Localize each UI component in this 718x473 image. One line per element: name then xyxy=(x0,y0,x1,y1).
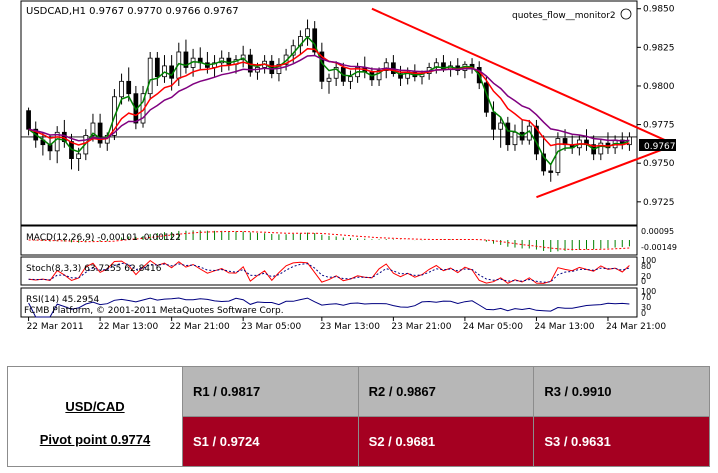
time-tick-label: 24 Mar 21:00 xyxy=(606,322,666,332)
time-tick-label: 22 Mar 2011 xyxy=(27,322,84,332)
pair-name: USD/CAD xyxy=(65,398,125,414)
copyright-icon xyxy=(620,8,632,20)
candle-body xyxy=(491,111,496,130)
stoch-pane xyxy=(20,256,638,286)
macd-signal-line xyxy=(28,231,630,250)
candle-body xyxy=(26,110,31,130)
time-tick-label: 23 Mar 05:00 xyxy=(241,322,301,332)
stoch-label: Stoch(8,3,3) 63.7255 62.8416 xyxy=(26,264,162,274)
r2-cell: R2 / 0.9867 xyxy=(357,366,535,417)
time-tick-label: 24 Mar 13:00 xyxy=(534,322,594,332)
indicator-name: quotes_flow__monitor2 xyxy=(512,11,616,21)
triangle-line xyxy=(536,143,676,199)
price-tick-label: 0.9725 xyxy=(643,198,675,208)
pivot-point: Pivot point 0.9774 xyxy=(39,431,151,447)
candle-body xyxy=(376,70,382,81)
candle-body xyxy=(541,153,546,172)
time-tick-label: 22 Mar 13:00 xyxy=(98,322,158,332)
time-tick-label: 23 Mar 21:00 xyxy=(391,322,451,332)
stoch-tick-label: 0 xyxy=(641,277,646,286)
price-chart: 0.9850 0.9825 0.9800 0.9775 0.9750 0.9725 22 M… xyxy=(20,0,677,332)
rsi-tick-label: 30 xyxy=(641,303,651,312)
candle-body xyxy=(126,80,132,95)
chart-canvas: 0.9850 0.9825 0.9800 0.9775 0.9750 0.9725 22 M… xyxy=(20,0,677,332)
macd-tick-label: -0.00149 xyxy=(641,243,677,252)
axes: 0.9850 0.9825 0.9800 0.9775 0.9750 0.9725 22 M… xyxy=(27,5,677,332)
candle-body xyxy=(326,77,332,82)
time-tick-label: 22 Mar 21:00 xyxy=(170,322,230,332)
candle-body xyxy=(398,73,403,79)
price-tick-label: 0.9750 xyxy=(643,159,675,169)
indicator-series xyxy=(28,230,630,318)
current-price-box xyxy=(639,139,676,151)
rsi-tick-label: 0 xyxy=(641,309,646,318)
support-row: S1 / 0.9724 S2 / 0.9681 S3 / 0.9631 xyxy=(8,416,710,467)
rsi-pane xyxy=(20,287,638,318)
triangle-lines xyxy=(371,7,676,199)
rsi-tick-label: 100 xyxy=(641,287,656,296)
s3-cell: S3 / 0.9631 xyxy=(533,416,710,467)
candle-body xyxy=(90,122,96,136)
r3-cell: R3 / 0.9910 xyxy=(533,366,710,417)
macd-pane xyxy=(20,225,638,256)
stoch-signal-line xyxy=(28,262,630,283)
price-tick-label: 0.9850 xyxy=(643,5,675,15)
resistance-row: USD/CAD Pivot point 0.9774 R1 / 0.9817 R… xyxy=(7,366,710,467)
candle-body xyxy=(548,170,554,173)
candle-body xyxy=(183,51,189,68)
ma-slow-line xyxy=(28,54,630,142)
pivot-table: USD/CAD Pivot point 0.9774 R1 / 0.9817 R… xyxy=(7,366,710,467)
candle-body xyxy=(76,153,82,159)
candle-body xyxy=(505,122,511,146)
time-tick-label: 24 Mar 05:00 xyxy=(463,322,523,332)
time-tick-label: 23 Mar 13:00 xyxy=(320,322,380,332)
moving-averages xyxy=(28,35,630,166)
candle-body xyxy=(333,67,339,79)
pair-cell: USD/CAD Pivot point 0.9774 xyxy=(7,366,183,467)
candle-body xyxy=(154,57,160,78)
candle-body xyxy=(598,142,604,155)
candle-body xyxy=(383,62,389,71)
ma-fast-line xyxy=(28,35,630,166)
rsi-line xyxy=(28,297,630,318)
candle-body xyxy=(119,80,124,98)
stoch-tick-label: 100 xyxy=(641,256,656,265)
current-price-label: 0.9767 xyxy=(644,142,676,152)
candle-body xyxy=(97,122,103,144)
candle-body xyxy=(54,131,60,152)
stoch-tick-label: 20 xyxy=(641,272,651,281)
symbol-line: USDCAD,H1 0.9767 0.9770 0.9766 0.9767 xyxy=(26,6,239,17)
s1-cell: S1 / 0.9724 xyxy=(182,416,359,467)
stoch-tick-label: 80 xyxy=(641,262,651,271)
candle-body xyxy=(319,51,325,82)
copyright-text: FCMB Platform, © 2001-2011 MetaQuotes So… xyxy=(24,306,284,316)
rsi-tick-label: 70 xyxy=(641,293,651,302)
triangle-line xyxy=(371,7,676,146)
stoch-main-line xyxy=(28,259,630,284)
candle-body xyxy=(147,57,153,95)
price-tick-label: 0.9775 xyxy=(643,121,675,131)
r1-cell: R1 / 0.9817 xyxy=(182,366,359,417)
macd-label: MACD(12,26,9) -0.00101 -0.00122 xyxy=(26,233,181,243)
candle-body xyxy=(348,76,353,82)
price-tick-label: 0.9800 xyxy=(643,82,675,92)
rsi-label: RSI(14) 45.2954 xyxy=(26,295,99,305)
candle-body xyxy=(498,122,504,130)
candle-body xyxy=(305,28,310,37)
candle-body xyxy=(226,57,232,65)
s2-cell: S2 / 0.9681 xyxy=(357,416,535,467)
candle-body xyxy=(312,28,318,53)
price-tick-label: 0.9825 xyxy=(643,43,675,53)
candle-body xyxy=(512,131,518,146)
macd-tick-label: 0.00095 xyxy=(641,227,674,236)
